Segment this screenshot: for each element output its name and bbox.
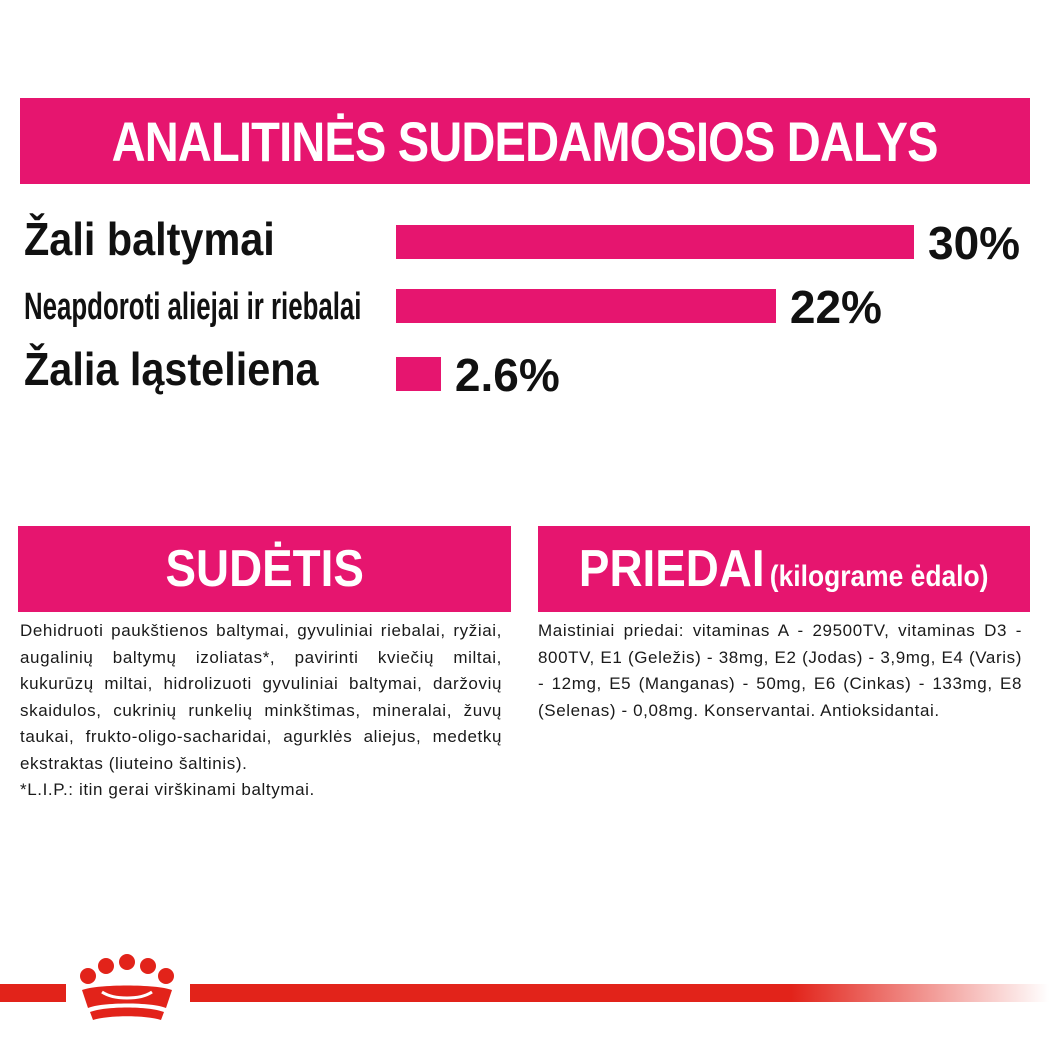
nutrient-bar-fibre [396, 357, 441, 391]
nutrient-value-fibre: 2.6% [454, 349, 560, 401]
composition-title: SUDĖTIS [165, 540, 364, 598]
logo-crown-swoosh [101, 990, 153, 1000]
additives-header: PRIEDAI (kilograme ėdalo) [538, 526, 1030, 612]
logo-crown-ball-1 [80, 968, 96, 984]
additives-title: PRIEDAI [579, 540, 765, 598]
composition-text-block: Dehidruoti paukštienos baltymai, gyvulin… [20, 618, 502, 804]
additives-title-group: PRIEDAI (kilograme ėdalo) [579, 539, 988, 599]
footer-line-right [190, 984, 1049, 1002]
royal-canin-crown-logo-icon [68, 948, 186, 1030]
analytical-constituents-banner: ANALITINĖS SUDEDAMOSIOS DALYS [20, 98, 1030, 184]
composition-footnote: *L.I.P.: itin gerai virškinami baltymai. [20, 780, 315, 799]
logo-crown-ball-3 [119, 954, 135, 970]
logo-crown-ball-5 [158, 968, 174, 984]
analytical-constituents-title: ANALITINĖS SUDEDAMOSIOS DALYS [112, 109, 939, 173]
nutrient-label-fibre: Žalia ląsteliena [24, 343, 319, 395]
footer-line-left [0, 984, 66, 1002]
composition-header: SUDĖTIS [18, 526, 511, 612]
additives-text: Maistiniai priedai: vitaminas A - 29500T… [538, 621, 1022, 720]
nutrient-value-fat: 22% [789, 281, 882, 333]
nutrient-bar-fat [396, 289, 776, 323]
additives-subtitle: (kilograme ėdalo) [770, 560, 989, 593]
composition-ingredients: Dehidruoti paukštienos baltymai, gyvulin… [20, 621, 502, 773]
nutrient-bar-protein [396, 225, 914, 259]
logo-crown-base [90, 1007, 164, 1020]
nutrient-label-fat: Neapdoroti aliejai ir riebalai [24, 286, 362, 328]
nutrient-label-protein: Žali baltymai [24, 213, 275, 265]
nutrient-value-protein: 30% [928, 217, 1021, 269]
logo-crown-ball-2 [98, 958, 114, 974]
logo-crown-ball-4 [140, 958, 156, 974]
